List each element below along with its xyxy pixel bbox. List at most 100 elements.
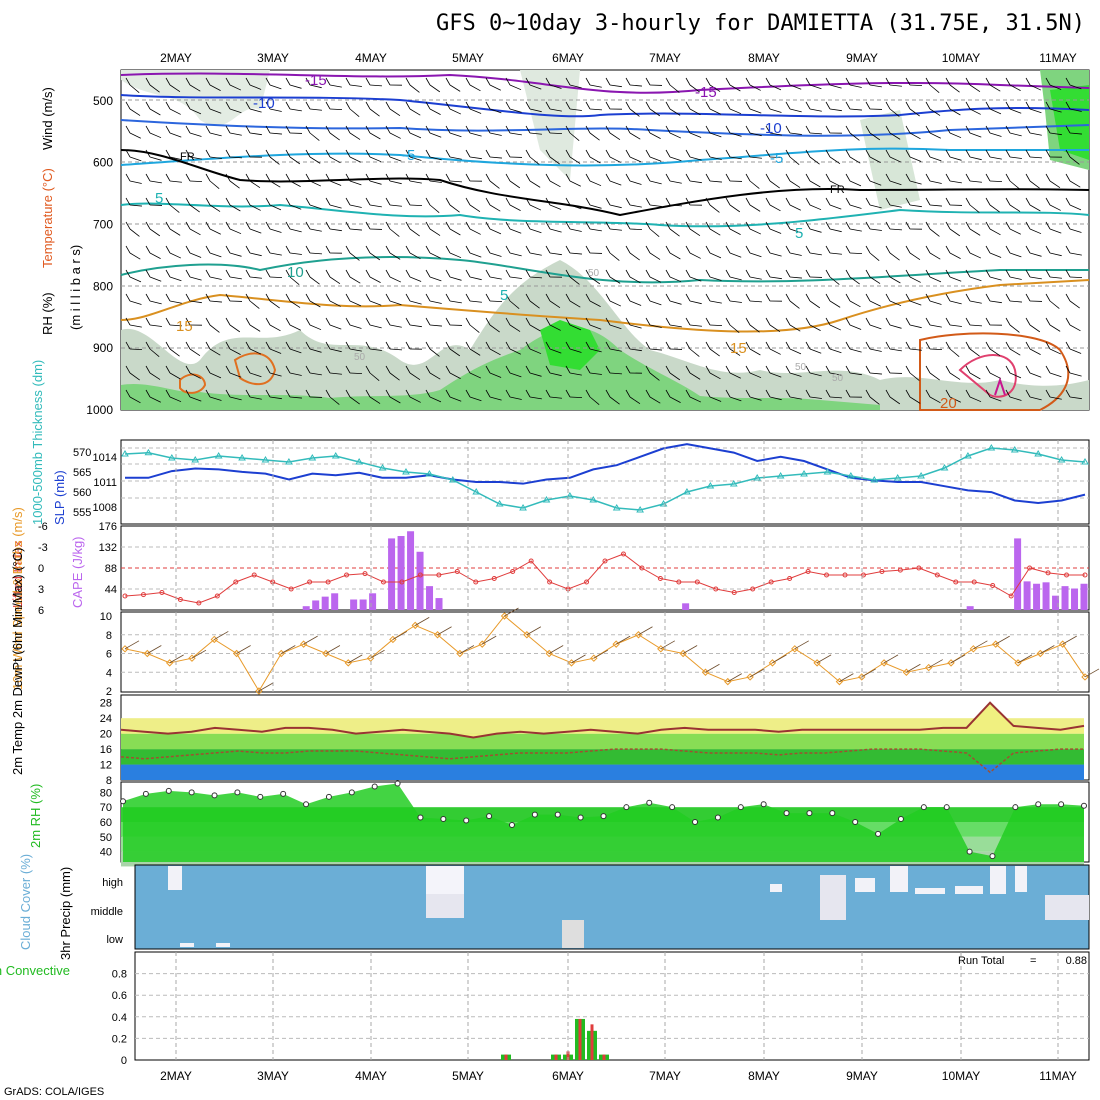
wind-barb [765,173,780,189]
wind-barb-10m [727,673,742,682]
wind-barb [865,173,882,186]
wind-barb [525,245,542,256]
rh-point [760,801,767,808]
wind-barb [625,389,641,405]
wind-barb [645,341,662,351]
rh-point [852,819,859,825]
wind-barb [765,317,781,333]
wind-barb [1005,245,1022,258]
wind-barb [225,101,242,114]
lifted-point [473,579,479,585]
wind-barb [845,365,862,376]
wind-barb [145,77,160,93]
wind-barb [945,245,961,259]
wind-barb [605,317,622,330]
date-tick-top: 7MAY [649,51,681,65]
wind-barb [625,293,642,306]
rh-point [646,799,653,806]
wind-barb [985,197,1000,213]
wind-barb [545,149,560,165]
wind-barb [345,245,360,261]
thickness-point [729,480,738,487]
lifted-point [307,579,313,585]
precip-tick: 0 [121,1055,127,1067]
wind-barb [345,269,361,284]
thickness-point [776,472,785,479]
date-tick-top: 3MAY [257,51,289,65]
wind-barb [245,101,262,113]
wind-barb [845,389,863,398]
wind-barb [965,245,982,259]
wind-barb [625,173,642,185]
wind-barb [605,77,622,88]
wind-barb [545,221,562,233]
wind-barb [1005,221,1021,235]
wind-barb-10m [794,640,809,650]
wind-barb [345,173,362,186]
wind-barb [765,125,782,136]
wind-tick: 6 [106,649,112,661]
wind-barb [885,341,902,352]
wind-barb [1005,293,1022,303]
cloud-level-low: low [106,934,123,946]
wind-barb [685,101,701,116]
wind-barb [145,365,161,380]
wind-barb [225,77,242,91]
wind-barb [785,149,800,166]
rh-point [211,792,218,799]
wind-barb [945,293,962,305]
wind-barb [125,197,142,207]
thickness-point [987,444,996,451]
wind-barb [225,365,242,378]
precip-convective-bar [504,1054,508,1060]
wind-barb [425,293,442,304]
wind-barb [945,125,962,139]
wind-barb [625,317,642,329]
wind-barb [705,221,721,236]
precip-convective-bar [566,1051,570,1060]
wind-barb [785,317,801,332]
wind-barb [945,101,961,116]
wind-barb [325,197,342,209]
wind-barb [185,173,203,183]
wind-barb [865,317,882,330]
wind-barb [125,149,142,162]
lifted-index-label: Lifted Index [10,540,25,608]
wind-barb [845,269,860,285]
wind-barb [1065,389,1082,400]
wind-barb [585,269,601,285]
wind-barb-10m [593,649,609,659]
wind-barb [865,245,880,262]
wind-tick: 2 [106,686,112,698]
wind-barb [925,77,940,94]
pressure-tick: 800 [93,279,113,293]
rh-point [577,814,584,821]
wind-barb [745,293,762,303]
wind-barb-10m [504,607,519,617]
wind-barb [945,221,961,237]
wind-barb [1065,269,1083,279]
wind-barb [1025,341,1041,355]
lifted-point [731,590,737,595]
wind-barb [185,269,202,281]
wind-barb [445,197,460,213]
wind-barb [905,197,922,208]
wind-barb [345,389,360,405]
wind-barb [385,245,401,260]
wind-barb [1065,317,1081,332]
contours [120,72,1090,411]
wind-barb [225,245,242,257]
wind-barb [425,101,441,115]
thickness-point [1034,450,1043,457]
wind-barb [885,197,902,208]
wind-barb [365,365,380,382]
wind-barb [605,197,622,209]
wind-barb [305,101,322,111]
wind-barb [1045,317,1061,332]
lifted-point [122,593,128,599]
wind-barb [725,245,742,258]
wind-barb [545,197,562,210]
lifted-point [787,576,793,581]
wind-barb [965,77,981,93]
rh-point [165,787,172,794]
